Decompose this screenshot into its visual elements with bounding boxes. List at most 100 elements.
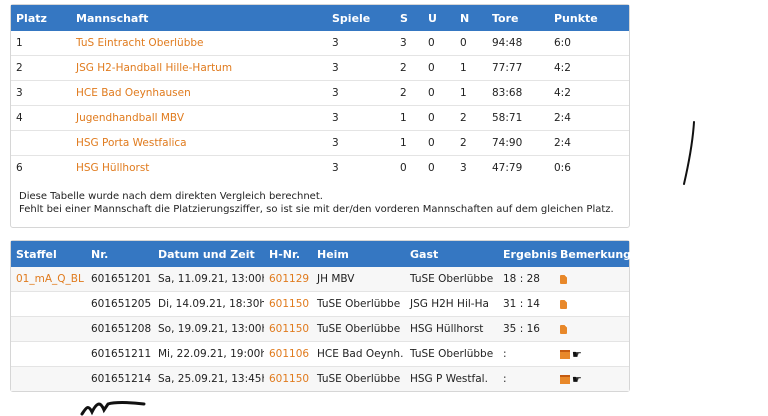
col-n[interactable]: N	[460, 11, 470, 25]
col-staffel[interactable]: Staffel	[16, 247, 57, 261]
s-cell: 1	[395, 130, 423, 156]
punkte-cell: 6:0	[549, 31, 629, 56]
u-cell: 0	[423, 130, 455, 156]
platz-cell: 3	[11, 80, 71, 106]
standings-row: 1 TuS Eintracht Oberlübbe 3 3 0 0 94:48 6:0	[11, 31, 629, 56]
hall-nr-link[interactable]: 601150	[264, 291, 312, 317]
u-cell: 0	[423, 155, 455, 180]
bemerkung-cell[interactable]	[555, 291, 629, 317]
bemerkung-cell[interactable]	[555, 267, 629, 292]
s-cell: 2	[395, 55, 423, 81]
note-line-1: Diese Tabelle wurde nach dem direkten Ve…	[19, 191, 323, 202]
datum-cell: Sa, 25.09.21, 13:45h	[153, 366, 264, 391]
punkte-cell: 0:6	[549, 155, 629, 180]
bemerkung-cell[interactable]: ☛	[555, 366, 629, 391]
standings-panel: Platz Mannschaft Spiele S U N Tore Punkt…	[10, 4, 630, 228]
s-cell: 0	[395, 155, 423, 180]
hall-nr-link[interactable]: 601150	[264, 316, 312, 342]
signature-scribble	[80, 401, 146, 416]
team-link[interactable]: HSG Porta Westfalica	[71, 130, 327, 156]
games-table: Staffel Nr. Datum und Zeit H-Nr. Heim Ga…	[11, 241, 632, 391]
s-cell: 2	[395, 80, 423, 106]
games-header-row: Staffel Nr. Datum und Zeit H-Nr. Heim Ga…	[11, 241, 632, 267]
report-icon[interactable]	[560, 324, 567, 334]
game-row: 601651208 So, 19.09.21, 13:00h 601150 TuSE …	[11, 316, 629, 342]
col-ergebnis[interactable]: Ergebnis	[503, 247, 558, 261]
gast-cell: TuSE Oberlübbe	[405, 267, 498, 292]
calendar-icon[interactable]	[560, 374, 570, 384]
spiele-cell: 3	[327, 55, 395, 81]
col-s[interactable]: S	[400, 11, 408, 25]
team-link[interactable]: JSG H2-Handball Hille-Hartum	[71, 55, 327, 81]
staffel-link[interactable]	[11, 366, 86, 391]
u-cell: 0	[423, 105, 455, 131]
col-datum[interactable]: Datum und Zeit	[158, 247, 255, 261]
game-nr-cell: 601651214	[86, 366, 153, 391]
platz-cell: 6	[11, 155, 71, 180]
col-bemerkung[interactable]: Bemerkung	[560, 247, 632, 261]
game-row: 601651214 Sa, 25.09.21, 13:45h 601150 TuSE …	[11, 366, 629, 391]
col-mannschaft[interactable]: Mannschaft	[76, 11, 149, 25]
heim-cell: TuSE Oberlübbe	[312, 366, 405, 391]
ergebnis-cell: :	[498, 341, 555, 367]
team-link[interactable]: TuS Eintracht Oberlübbe	[71, 31, 327, 56]
pen-stroke-mark	[683, 121, 695, 185]
col-platz[interactable]: Platz	[16, 11, 47, 25]
bemerkung-cell[interactable]	[555, 316, 629, 342]
n-cell: 1	[455, 80, 487, 106]
n-cell: 0	[455, 31, 487, 56]
spiele-cell: 3	[327, 105, 395, 131]
col-hnr[interactable]: H-Nr.	[269, 247, 301, 261]
ergebnis-cell: :	[498, 366, 555, 391]
col-gast[interactable]: Gast	[410, 247, 439, 261]
standings-row: 6 HSG Hüllhorst 3 0 0 3 47:79 0:6	[11, 155, 629, 180]
calendar-icon[interactable]	[560, 349, 570, 359]
platz-cell	[11, 130, 71, 156]
s-cell: 1	[395, 105, 423, 131]
gast-cell: HSG P Westfal.	[405, 366, 498, 391]
hall-nr-link[interactable]: 601150	[264, 366, 312, 391]
gast-cell: JSG H2H Hil-Ha	[405, 291, 498, 317]
staffel-link[interactable]: 01_mA_Q_BL	[11, 267, 86, 292]
ergebnis-cell: 35 : 16	[498, 316, 555, 342]
heim-cell: TuSE Oberlübbe	[312, 291, 405, 317]
pointing-hand-icon[interactable]: ☛	[572, 372, 582, 386]
bemerkung-cell[interactable]: ☛	[555, 341, 629, 367]
team-link[interactable]: Jugendhandball MBV	[71, 105, 327, 131]
spiele-cell: 3	[327, 155, 395, 180]
standings-table: Platz Mannschaft Spiele S U N Tore Punkt…	[11, 5, 629, 180]
col-spiele[interactable]: Spiele	[332, 11, 371, 25]
team-link[interactable]: HSG Hüllhorst	[71, 155, 327, 180]
report-icon[interactable]	[560, 299, 567, 309]
col-heim[interactable]: Heim	[317, 247, 349, 261]
col-punkte[interactable]: Punkte	[554, 11, 598, 25]
pointing-hand-icon[interactable]: ☛	[572, 347, 582, 361]
col-u[interactable]: U	[428, 11, 437, 25]
staffel-link[interactable]	[11, 316, 86, 342]
staffel-link[interactable]	[11, 341, 86, 367]
standings-header-row: Platz Mannschaft Spiele S U N Tore Punkt…	[11, 5, 629, 31]
heim-cell: TuSE Oberlübbe	[312, 316, 405, 342]
staffel-link[interactable]	[11, 291, 86, 317]
u-cell: 0	[423, 80, 455, 106]
note-line-2: Fehlt bei einer Mannschaft die Platzieru…	[19, 204, 614, 215]
datum-cell: So, 19.09.21, 13:00h	[153, 316, 264, 342]
spiele-cell: 3	[327, 80, 395, 106]
hall-nr-link[interactable]: 601129	[264, 267, 312, 292]
team-link[interactable]: HCE Bad Oeynhausen	[71, 80, 327, 106]
col-tore[interactable]: Tore	[492, 11, 519, 25]
game-row: 601651211 Mi, 22.09.21, 19:00h 601106 HCE B…	[11, 341, 629, 367]
game-nr-cell: 601651211	[86, 341, 153, 367]
punkte-cell: 4:2	[549, 80, 629, 106]
col-nr[interactable]: Nr.	[91, 247, 109, 261]
games-panel: Staffel Nr. Datum und Zeit H-Nr. Heim Ga…	[10, 240, 632, 392]
game-nr-cell: 601651201	[86, 267, 153, 292]
hall-nr-link[interactable]: 601106	[264, 341, 312, 367]
ergebnis-cell: 31 : 14	[498, 291, 555, 317]
platz-cell: 2	[11, 55, 71, 81]
n-cell: 1	[455, 55, 487, 81]
u-cell: 0	[423, 31, 455, 56]
report-icon[interactable]	[560, 274, 567, 284]
platz-cell: 1	[11, 31, 71, 56]
datum-cell: Sa, 11.09.21, 13:00h	[153, 267, 264, 292]
